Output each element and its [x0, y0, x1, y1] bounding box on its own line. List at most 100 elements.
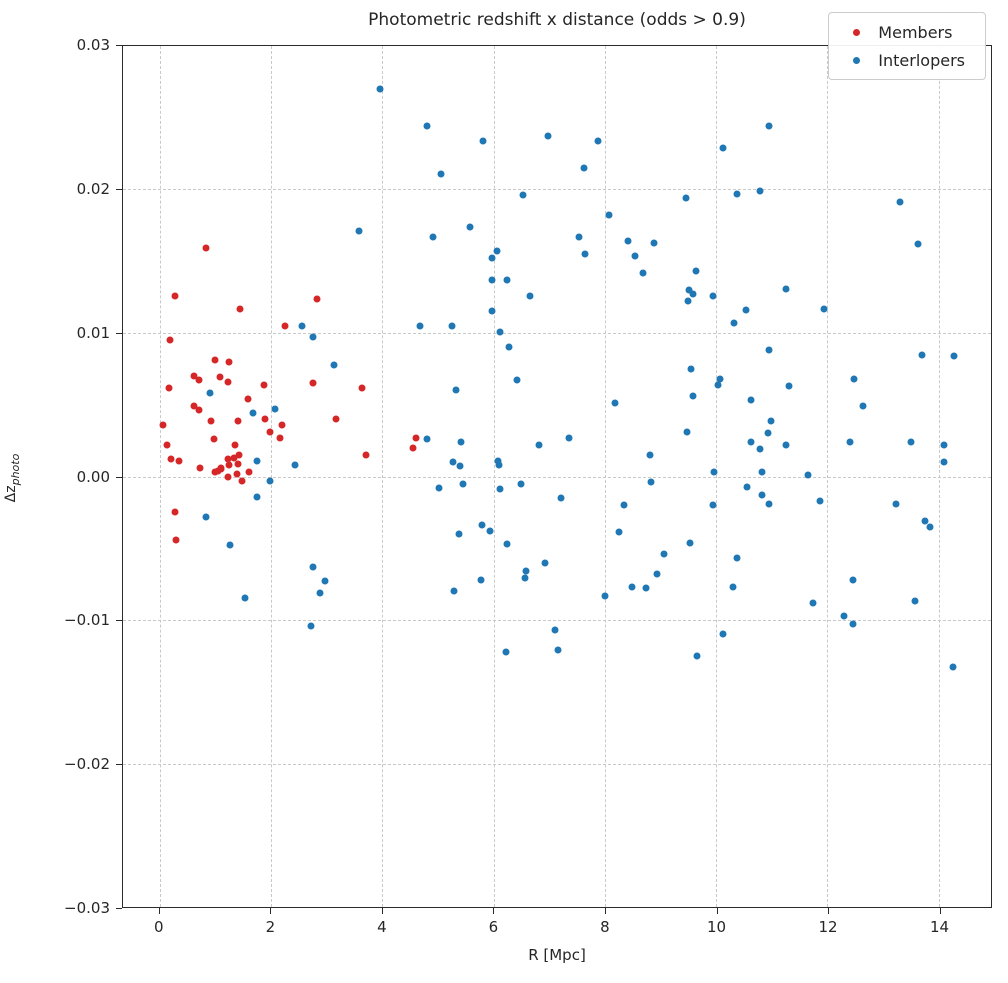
scatter-point-interlopers [719, 630, 727, 638]
scatter-point-interlopers [503, 276, 511, 284]
scatter-point-interlopers [376, 85, 383, 93]
scatter-point-interlopers [765, 122, 773, 130]
scatter-point-members [238, 477, 245, 485]
scatter-point-interlopers [449, 458, 457, 466]
scatter-point-interlopers [493, 247, 501, 255]
scatter-point-members [195, 376, 203, 384]
y-tick-mark [116, 45, 122, 46]
scatter-point-members [261, 415, 269, 423]
scatter-point-interlopers [448, 322, 456, 330]
members-marker-icon [853, 28, 861, 36]
x-tick-label: 4 [377, 918, 387, 936]
gridline-horizontal [123, 332, 991, 334]
scatter-point-interlopers [423, 435, 431, 443]
scatter-point-interlopers [253, 457, 261, 465]
scatter-point-members [172, 536, 180, 544]
scatter-point-interlopers [764, 429, 772, 437]
scatter-point-interlopers [689, 392, 697, 400]
x-tick-mark [716, 908, 718, 914]
scatter-point-members [207, 417, 215, 425]
scatter-point-interlopers [503, 540, 511, 548]
scatter-point-interlopers [615, 528, 623, 536]
scatter-point-members [159, 421, 166, 429]
scatter-point-members [167, 455, 175, 463]
scatter-point-interlopers [782, 285, 790, 292]
scatter-point-members [224, 455, 232, 463]
scatter-point-interlopers [756, 187, 764, 195]
scatter-point-interlopers [554, 646, 562, 654]
scatter-point-interlopers [526, 292, 534, 300]
scatter-point-interlopers [684, 297, 692, 305]
gridline-horizontal [123, 619, 991, 621]
scatter-point-interlopers [646, 451, 654, 459]
scatter-point-interlopers [253, 493, 261, 501]
scatter-point-interlopers [456, 462, 464, 470]
legend-entry-members: Members [839, 21, 971, 43]
y-tick-label: 0.01 [76, 323, 110, 342]
scatter-point-members [362, 451, 370, 459]
scatter-point-members [202, 244, 210, 252]
scatter-point-interlopers [309, 333, 317, 341]
scatter-point-interlopers [459, 480, 467, 488]
scatter-point-interlopers [921, 517, 929, 525]
scatter-point-interlopers [653, 570, 661, 578]
y-tick-mark [116, 764, 122, 766]
scatter-point-interlopers [758, 491, 766, 499]
scatter-point-interlopers [716, 375, 724, 383]
legend-entry-interlopers: Interlopers [839, 49, 971, 71]
scatter-point-interlopers [494, 457, 502, 465]
y-tick-label: 0.03 [76, 36, 110, 54]
scatter-point-members [313, 295, 321, 303]
plot-area [122, 45, 992, 908]
scatter-point-interlopers [620, 501, 628, 509]
scatter-point-members [412, 434, 420, 442]
scatter-point-interlopers [478, 521, 486, 529]
legend-label-members: Members [878, 22, 953, 42]
scatter-point-members [332, 415, 340, 423]
y-tick-label: −0.03 [64, 899, 110, 917]
scatter-point-interlopers [850, 375, 858, 383]
chart-title: Photometric redshift x distance (odds > … [368, 10, 746, 30]
scatter-point-interlopers [804, 471, 812, 479]
scatter-point-interlopers [488, 307, 496, 315]
scatter-point-interlopers [686, 539, 694, 546]
scatter-point-interlopers [249, 409, 257, 417]
scatter-point-interlopers [911, 597, 919, 605]
x-tick-label: 0 [154, 918, 164, 936]
scatter-point-interlopers [782, 441, 790, 449]
scatter-point-interlopers [316, 589, 324, 597]
y-axis-label: Δzphoto [3, 408, 25, 548]
scatter-point-members [278, 421, 286, 429]
gridline-horizontal [123, 763, 991, 765]
scatter-point-interlopers [809, 599, 817, 607]
x-tick-label: 14 [930, 918, 950, 936]
scatter-point-interlopers [298, 322, 306, 330]
x-tick-mark [604, 908, 606, 914]
scatter-point-interlopers [488, 254, 496, 262]
scatter-point-interlopers [271, 405, 279, 413]
scatter-point-interlopers [859, 402, 867, 410]
scatter-point-interlopers [355, 227, 363, 235]
scatter-point-interlopers [689, 290, 697, 298]
scatter-point-members [211, 356, 219, 364]
x-tick-label: 12 [818, 918, 838, 936]
scatter-point-interlopers [291, 461, 299, 469]
scatter-point-members [244, 395, 252, 403]
scatter-point-interlopers [479, 137, 487, 145]
y-axis-label-subscript: photo [8, 453, 22, 486]
scatter-point-members [233, 470, 240, 478]
scatter-point-interlopers [758, 468, 766, 476]
scatter-point-interlopers [767, 417, 775, 425]
scatter-point-interlopers [437, 170, 445, 178]
scatter-point-interlopers [940, 458, 948, 466]
scatter-point-members [266, 428, 274, 436]
scatter-point-interlopers [266, 477, 274, 485]
scatter-point-members [245, 468, 253, 476]
scatter-point-interlopers [840, 612, 848, 620]
scatter-point-members [196, 464, 204, 472]
x-tick-mark [493, 908, 495, 914]
scatter-point-interlopers [517, 480, 525, 488]
x-tick-label: 2 [265, 918, 276, 936]
scatter-point-interlopers [692, 267, 700, 275]
scatter-point-members [175, 457, 183, 465]
